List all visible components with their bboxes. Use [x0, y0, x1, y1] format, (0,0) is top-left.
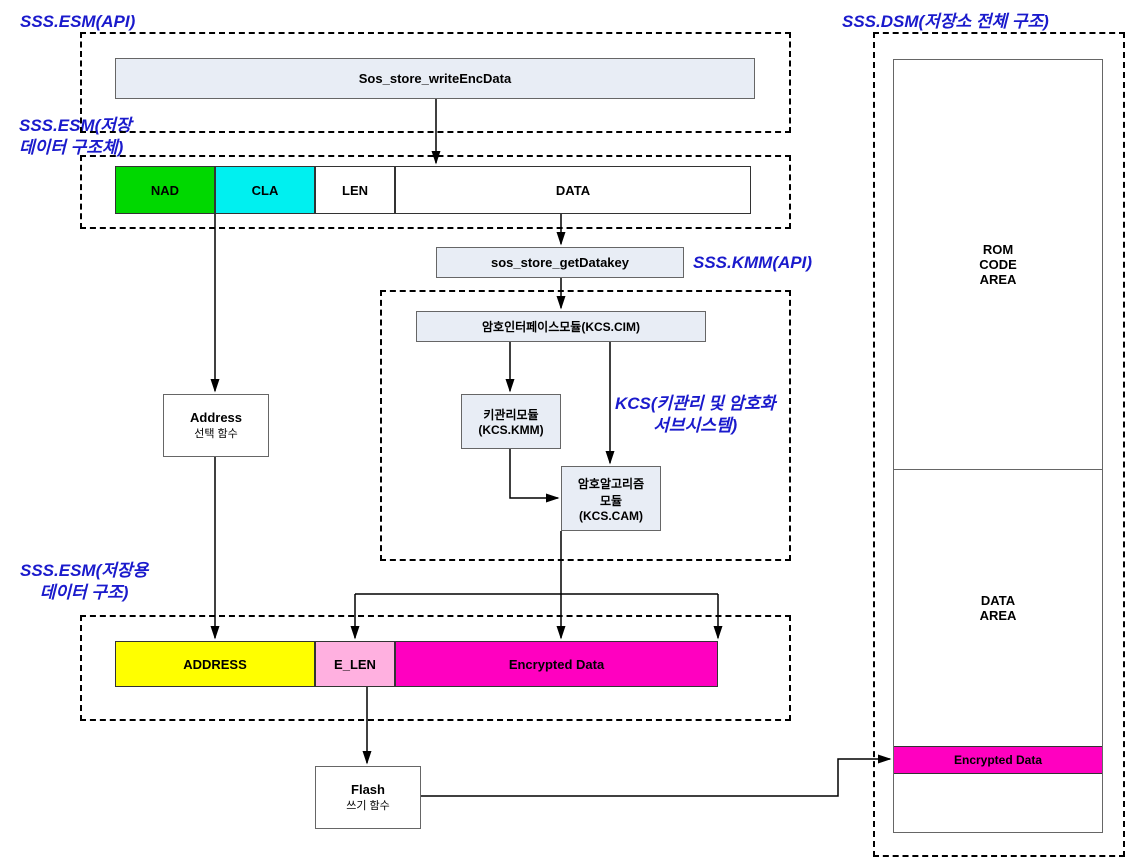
- field-encrypted-data: Encrypted Data: [395, 641, 718, 687]
- box-address-select: Address 선택 함수: [163, 394, 269, 457]
- field-nad: NAD: [115, 166, 215, 214]
- field-cla: CLA: [215, 166, 315, 214]
- field-elen: E_LEN: [315, 641, 395, 687]
- memory-data-area: DATA AREA: [894, 470, 1102, 746]
- label-esm-store: SSS.ESM(저장용 데이터 구조): [20, 560, 148, 604]
- box-get-datakey: sos_store_getDatakey: [436, 247, 684, 278]
- field-len: LEN: [315, 166, 395, 214]
- memory-encrypted-data: Encrypted Data: [894, 746, 1102, 774]
- memory-map: ROM CODE AREA DATA AREA Encrypted Data: [893, 59, 1103, 833]
- label-kmm-api: SSS.KMM(API): [693, 252, 812, 274]
- field-address: ADDRESS: [115, 641, 315, 687]
- field-data: DATA: [395, 166, 751, 214]
- memory-rom-area: ROM CODE AREA: [894, 60, 1102, 470]
- box-cam: 암호알고리즘 모듈 (KCS.CAM): [561, 466, 661, 531]
- box-write-enc-data: Sos_store_writeEncData: [115, 58, 755, 99]
- box-cim: 암호인터페이스모듈(KCS.CIM): [416, 311, 706, 342]
- box-flash-write: Flash 쓰기 함수: [315, 766, 421, 829]
- label-dsm: SSS.DSM(저장소 전체 구조): [842, 11, 1049, 33]
- label-esm-api: SSS.ESM(API): [20, 11, 135, 33]
- box-kmm: 키관리모듈 (KCS.KMM): [461, 394, 561, 449]
